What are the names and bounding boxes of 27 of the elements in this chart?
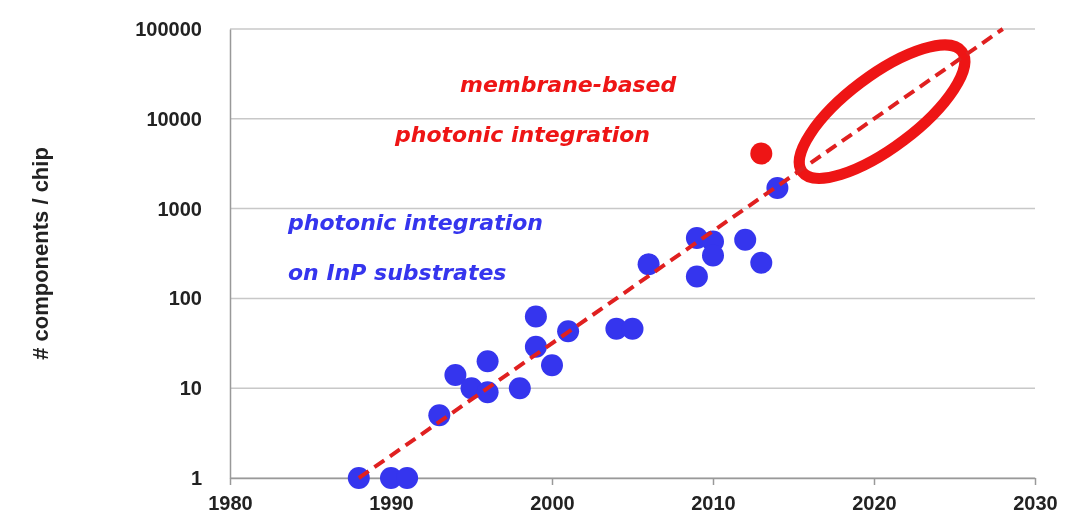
point (621, 317, 644, 340)
point (508, 377, 531, 400)
point (685, 265, 708, 288)
point (444, 364, 467, 387)
y-tick-label: 1 (190, 466, 202, 489)
y-axis-title: # components / chip (28, 147, 53, 360)
y-tick-label: 100 (168, 287, 202, 310)
y-tick-label: 10 (179, 377, 202, 400)
point (476, 350, 499, 373)
point (750, 142, 773, 165)
x-tick-label: 2000 (530, 492, 575, 514)
point (637, 253, 660, 276)
x-tick-label: 2010 (691, 492, 736, 514)
x-tick-label: 2030 (1013, 492, 1058, 514)
point (396, 467, 419, 489)
y-tick-label: 1000 (157, 197, 202, 220)
point (734, 228, 757, 251)
x-tick-label: 1980 (208, 492, 253, 514)
y-tick-label: 10000 (146, 107, 202, 130)
annotation: membrane-based photonic integration (394, 72, 677, 147)
x-tick-label: 2020 (852, 492, 897, 514)
point (541, 354, 563, 377)
annotation: photonic integration on InP substrates (287, 210, 543, 285)
point (524, 305, 547, 328)
point (750, 251, 773, 274)
x-tick-label: 1990 (369, 492, 414, 514)
y-tick-label: 100000 (135, 17, 202, 40)
